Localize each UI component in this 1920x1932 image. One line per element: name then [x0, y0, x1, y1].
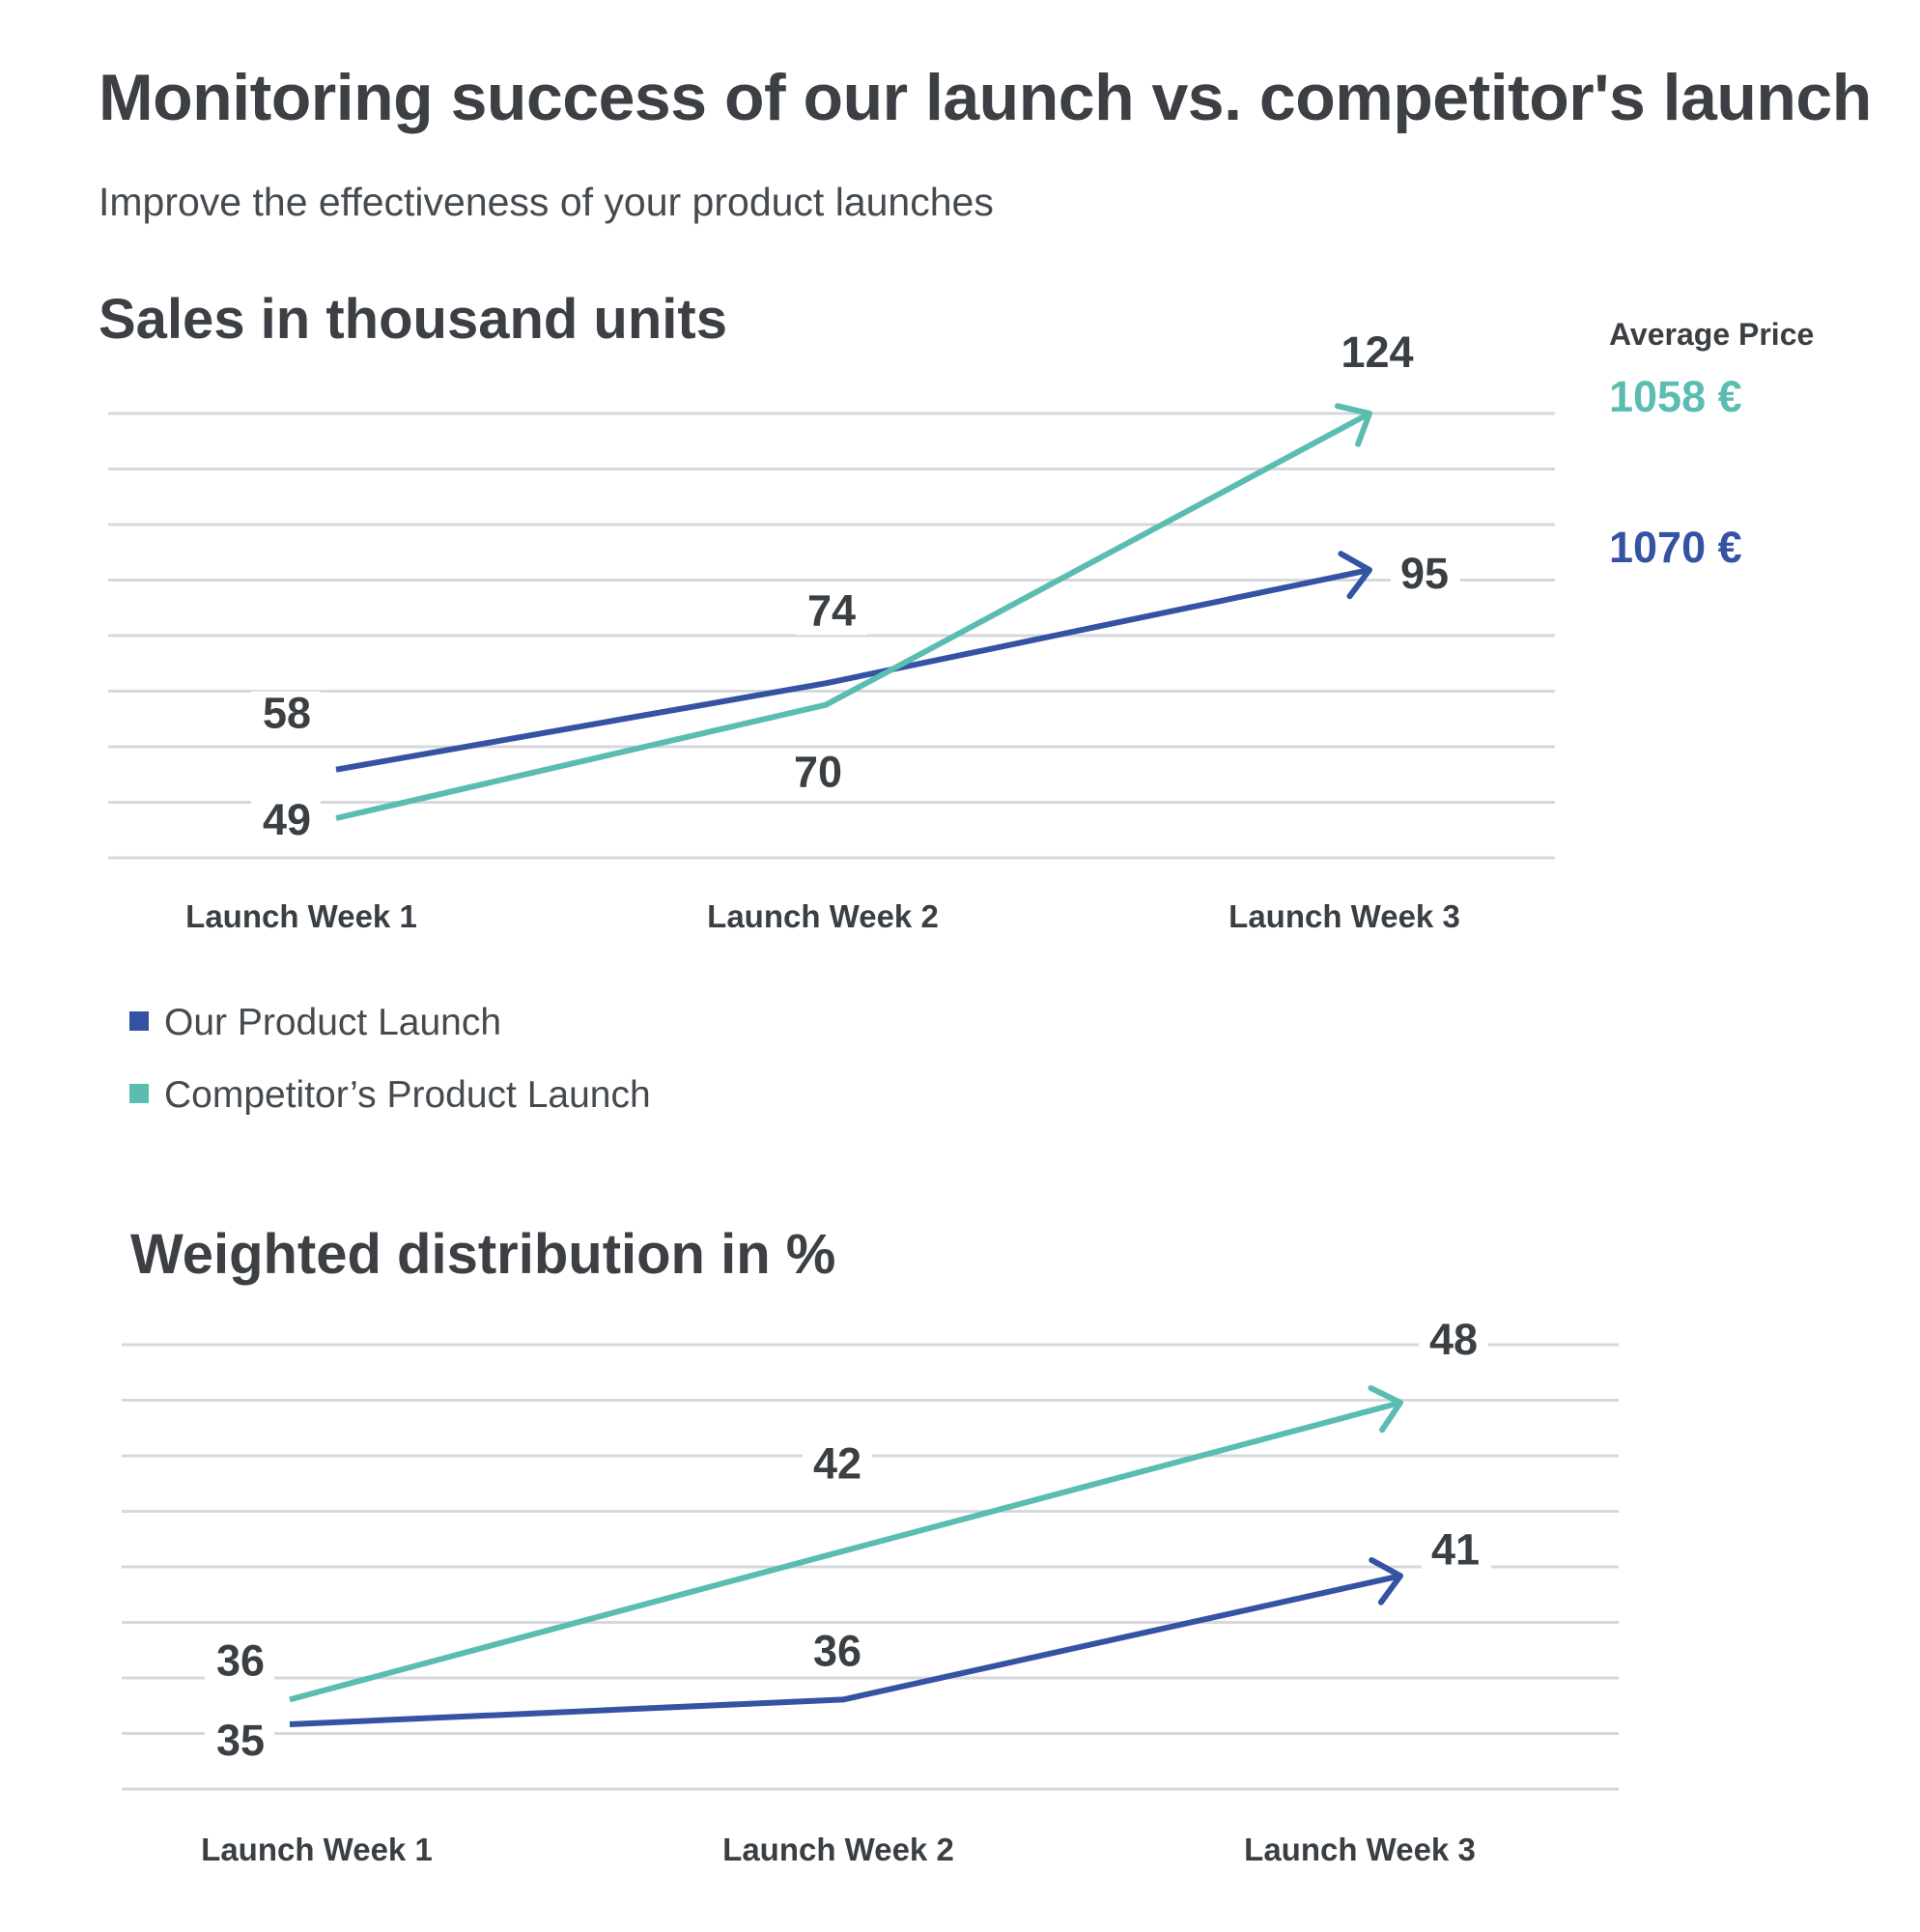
page-subtitle: Improve the effectiveness of your produc…: [99, 180, 994, 224]
sales-data-label-ours: 95: [1400, 549, 1449, 598]
our-average-price: 1070 €: [1609, 523, 1742, 572]
distribution-data-label-bg: [803, 1441, 872, 1489]
page-title: Monitoring success of our launch vs. com…: [99, 61, 1872, 134]
sales-data-label-ours: 58: [263, 689, 311, 738]
legend-label-competitor: Competitor’s Product Launch: [164, 1074, 651, 1116]
distribution-data-label-competitor: 36: [216, 1635, 265, 1685]
sales-data-label-competitor: 124: [1341, 327, 1413, 377]
distribution-data-label-bg: [205, 1638, 274, 1686]
distribution-series-line-ours: [289, 1573, 1401, 1727]
distribution-data-label-ours: 35: [216, 1716, 265, 1765]
average-price-heading: Average Price: [1609, 317, 1814, 352]
sales-series-line-competitor: [335, 411, 1371, 821]
distribution-x-tick-label: Launch Week 1: [201, 1832, 433, 1867]
distribution-data-label-bg: [205, 1719, 274, 1765]
sales-data-label-bg: [797, 588, 866, 636]
distribution-x-tick-label: Launch Week 2: [722, 1832, 954, 1867]
distribution-data-label-bg: [1419, 1318, 1488, 1364]
sales-chart: Launch Week 1 Launch Week 2 Launch Week 3 5…: [108, 327, 1555, 934]
distribution-arrowhead-competitor: [1368, 1384, 1403, 1434]
distribution-data-label-ours: 41: [1431, 1524, 1480, 1574]
sales-data-label-bg: [783, 750, 853, 797]
competitor-average-price: 1058 €: [1609, 372, 1742, 421]
sales-data-label-bg: [251, 691, 321, 738]
distribution-data-label-bg: [803, 1629, 872, 1676]
legend-swatch-competitor: [129, 1084, 149, 1103]
distribution-chart: Launch Week 1 Launch Week 2 Launch Week 3 3…: [122, 1315, 1619, 1867]
sales-x-tick-label: Launch Week 1: [185, 898, 417, 934]
distribution-data-label-competitor: 42: [813, 1439, 861, 1489]
sales-chart-title: Sales in thousand units: [99, 288, 727, 351]
sales-arrowhead-ours: [1338, 551, 1372, 600]
sales-arrowhead-competitor: [1334, 403, 1372, 447]
legend-label-ours: Our Product Launch: [164, 1002, 501, 1043]
legend-swatch-ours: [129, 1011, 149, 1031]
distribution-series-line-competitor: [289, 1400, 1401, 1703]
sales-data-label-ours: 74: [807, 585, 856, 635]
sales-x-tick-label: Launch Week 2: [707, 898, 939, 934]
distribution-chart-title: Weighted distribution in %: [130, 1223, 835, 1286]
distribution-data-label-bg: [1422, 1527, 1491, 1575]
distribution-x-tick-label: Launch Week 3: [1244, 1832, 1476, 1867]
sales-data-label-competitor: 70: [794, 748, 842, 797]
distribution-arrowhead-ours: [1369, 1557, 1403, 1605]
sales-series-line-ours: [335, 567, 1370, 773]
sales-data-label-bg: [1330, 330, 1425, 377]
sales-data-label-competitor: 49: [263, 795, 311, 844]
distribution-data-label-ours: 36: [813, 1626, 861, 1675]
sales-data-label-bg: [1391, 552, 1460, 599]
sales-data-label-bg: [251, 798, 321, 844]
sales-x-tick-label: Launch Week 3: [1228, 898, 1460, 934]
distribution-data-label-competitor: 48: [1429, 1315, 1478, 1364]
